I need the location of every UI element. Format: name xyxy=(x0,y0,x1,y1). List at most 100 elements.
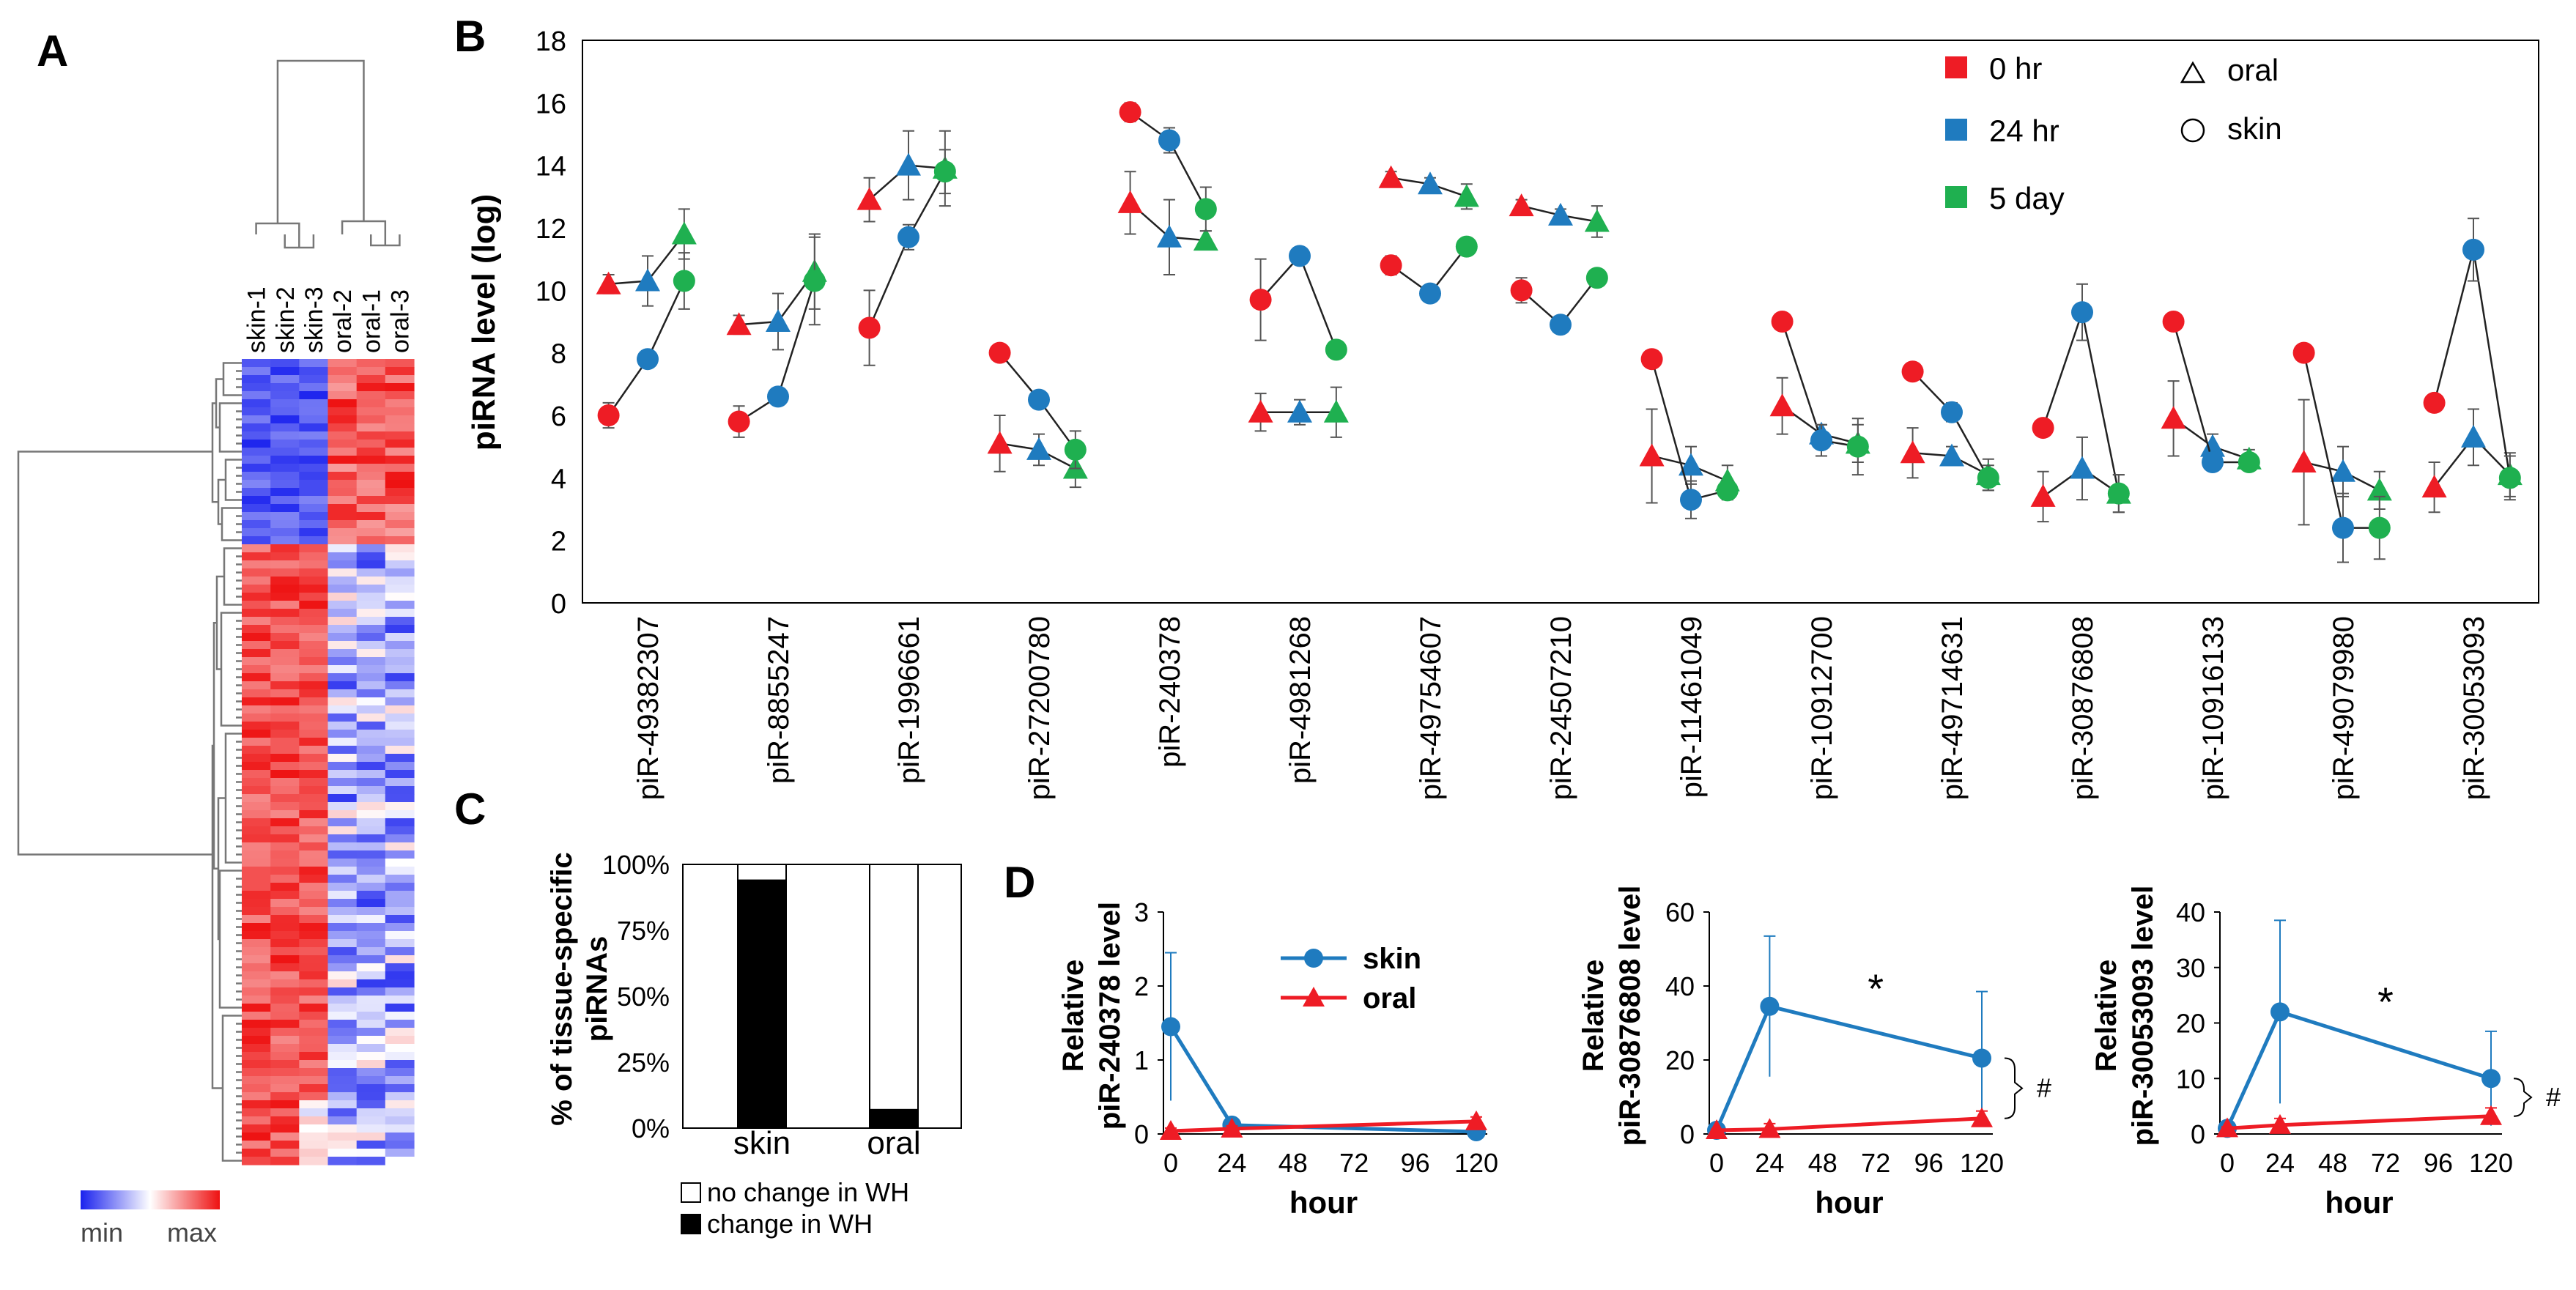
heatmap-cell xyxy=(299,730,329,738)
heatmap-cell xyxy=(385,1076,415,1085)
legend-label-skin: skin xyxy=(1363,943,1421,975)
heatmap-cell xyxy=(242,834,271,843)
heatmap-cell xyxy=(356,1036,386,1045)
skin-point xyxy=(597,404,620,426)
heatmap-cell xyxy=(299,625,329,634)
heatmap-cell xyxy=(299,971,329,980)
skin-point xyxy=(1419,282,1441,305)
heatmap-cell xyxy=(385,818,415,827)
line-chart-D3: 0 10 20 30 40 0 24 48 72 96 120 hour Relative piR-300… xyxy=(2090,886,2561,1220)
heatmap-cell xyxy=(242,802,271,811)
heatmap-cell xyxy=(299,1141,329,1149)
heatmap-cell xyxy=(356,987,386,996)
heatmap-cell xyxy=(299,657,329,666)
heatmap-cell xyxy=(385,681,415,690)
heatmap-cell xyxy=(356,391,386,400)
heatmap-cell xyxy=(299,883,329,891)
x-tick-label: 72 xyxy=(1339,1148,1369,1178)
heatmap-cell xyxy=(356,971,386,980)
heatmap-cell xyxy=(327,979,358,988)
oral-point xyxy=(1971,1107,1993,1127)
oral-point xyxy=(1221,1117,1243,1138)
heatmap-cell xyxy=(299,593,329,601)
heatmap-cell xyxy=(242,512,271,521)
heatmap-cell xyxy=(242,641,271,650)
heatmap-cell xyxy=(299,907,329,916)
heatmap-cell xyxy=(356,713,386,722)
heatmap-cell xyxy=(270,577,300,585)
heatmap-cell xyxy=(270,705,300,714)
heatmap-cell xyxy=(356,850,386,859)
heatmap-cell xyxy=(327,577,358,585)
heatmap-cell xyxy=(385,520,415,529)
heatmap-cell xyxy=(327,488,358,497)
heatmap-cell xyxy=(242,544,271,553)
heatmap-cell xyxy=(385,504,415,513)
heatmap-cell xyxy=(327,1052,358,1061)
oral-point xyxy=(596,271,621,294)
heatmap-cell xyxy=(242,367,271,376)
heatmap-cell xyxy=(327,673,358,682)
heatmap-cell xyxy=(327,1020,358,1028)
heatmap-cell xyxy=(385,786,415,795)
heatmap-cell xyxy=(270,722,300,730)
line-chart-D1: 0 1 2 3 0 24 48 72 96 120 hour Relative piR-240378 l… xyxy=(1057,897,1498,1220)
heatmap-cell xyxy=(242,1100,271,1109)
heatmap-cell xyxy=(327,568,358,577)
heatmap-cell xyxy=(327,560,358,569)
heatmap-cell xyxy=(270,407,300,416)
heatmap-cell xyxy=(242,1036,271,1045)
heatmap-cell xyxy=(327,472,358,481)
dendrogram xyxy=(17,59,401,1162)
heatmap-cell xyxy=(270,544,300,553)
heatmap-cell xyxy=(270,673,300,682)
heatmap-cell xyxy=(270,1149,300,1157)
oral-point xyxy=(1548,202,1573,226)
legend-swatch-0hr xyxy=(1945,56,1967,78)
heatmap-cell xyxy=(385,383,415,392)
oral-point xyxy=(1157,224,1182,248)
colorbar xyxy=(81,1190,220,1209)
heatmap-cell xyxy=(356,947,386,956)
heatmap-cell xyxy=(242,979,271,988)
heatmap-cell xyxy=(242,440,271,448)
skin-point xyxy=(897,226,919,248)
heatmap-cell xyxy=(299,722,329,730)
x-tick-label: piR-49754607 xyxy=(1415,616,1447,800)
x-tick-label: 48 xyxy=(2318,1148,2347,1178)
heatmap-cell xyxy=(299,512,329,521)
heatmap-cell xyxy=(270,939,300,948)
heatmap-cell xyxy=(242,1108,271,1117)
heatmap-cell xyxy=(327,891,358,900)
dendrogram-branch xyxy=(211,744,223,1089)
heatmap-cell xyxy=(356,705,386,714)
heatmap-cell xyxy=(356,883,386,891)
heatmap-cell xyxy=(299,1149,329,1157)
heatmap-cell xyxy=(327,657,358,666)
heatmap-cell xyxy=(356,641,386,650)
dendrogram-branch xyxy=(220,612,236,727)
heatmap-cell xyxy=(356,1141,386,1149)
legend-label-24hr: 24 hr xyxy=(1989,114,2059,148)
heatmap-cell xyxy=(385,544,415,553)
skin-point xyxy=(1194,198,1217,220)
legend-swatch-no-change xyxy=(681,1182,701,1203)
heatmap-cell xyxy=(327,359,358,368)
heatmap-cell xyxy=(299,407,329,416)
heatmap-cell xyxy=(242,996,271,1004)
heatmap-cell xyxy=(242,1116,271,1125)
heatmap-cell xyxy=(327,601,358,609)
heatmap-cell xyxy=(385,375,415,384)
oral-point xyxy=(1900,440,1925,464)
heatmap-cell xyxy=(242,391,271,400)
heatmap-cell xyxy=(242,883,271,891)
skin-point xyxy=(1325,338,1347,361)
x-tick-label: 96 xyxy=(1914,1148,1944,1178)
colorbar-max-label: max xyxy=(167,1217,217,1248)
heatmap-cell xyxy=(270,875,300,883)
heatmap-cell xyxy=(270,697,300,706)
heatmap-cell xyxy=(242,786,271,795)
heatmap-cell xyxy=(270,915,300,924)
heatmap-cell xyxy=(270,423,300,432)
